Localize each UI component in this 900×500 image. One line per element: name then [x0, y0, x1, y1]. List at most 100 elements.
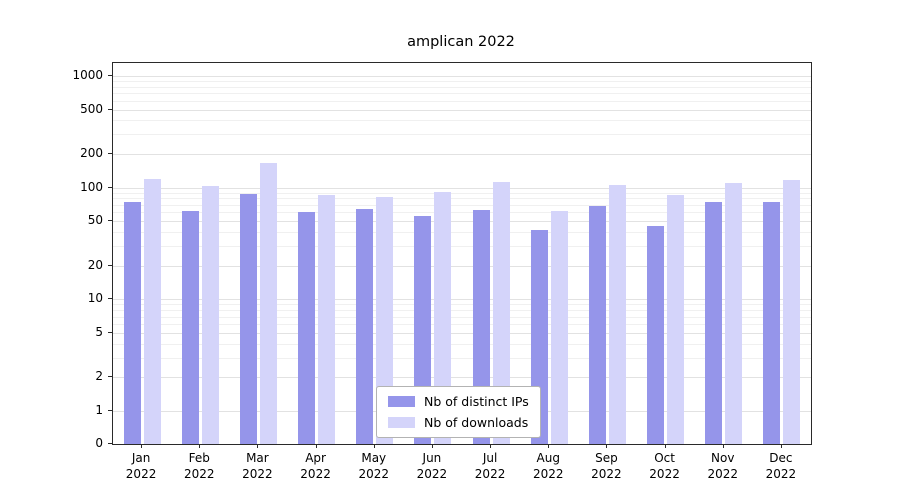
x-tick-label: Aug 2022 — [532, 451, 564, 481]
major-gridline — [113, 187, 811, 189]
bar-nb-of-distinct-ips-jul-2022 — [472, 210, 490, 444]
bar-nb-of-distinct-ips-dec-2022 — [763, 201, 781, 444]
minor-gridline — [113, 304, 811, 306]
x-tick-mark — [548, 444, 550, 448]
x-tick-mark — [373, 444, 375, 448]
x-tick-mark — [780, 444, 782, 448]
bar-nb-of-downloads-mar-2022 — [259, 163, 277, 444]
x-tick-label: Jan 2022 — [125, 451, 157, 481]
x-tick-label: Sep 2022 — [591, 451, 622, 481]
minor-gridline — [113, 192, 811, 194]
legend-label-distinct-ips: Nb of distinct IPs — [424, 394, 529, 409]
major-gridline — [113, 299, 811, 301]
x-tick-mark — [722, 444, 724, 448]
bar-nb-of-downloads-nov-2022 — [725, 183, 743, 444]
x-tick-label: Apr 2022 — [300, 451, 331, 481]
bar-nb-of-downloads-dec-2022 — [783, 180, 801, 444]
y-tick-mark — [108, 410, 112, 411]
bar-nb-of-distinct-ips-jan-2022 — [123, 201, 141, 444]
bar-nb-of-distinct-ips-mar-2022 — [239, 194, 257, 444]
y-tick-mark — [108, 376, 112, 378]
x-tick-label: Nov 2022 — [707, 451, 739, 481]
bar-nb-of-downloads-aug-2022 — [550, 210, 568, 444]
bar-nb-of-downloads-may-2022 — [376, 196, 394, 444]
legend-label-downloads: Nb of downloads — [424, 415, 529, 430]
x-tick-mark — [199, 444, 201, 448]
bar-nb-of-distinct-ips-apr-2022 — [298, 211, 316, 444]
bar-nb-of-distinct-ips-nov-2022 — [705, 201, 723, 444]
y-tick-mark — [108, 220, 112, 222]
bar-nb-of-downloads-oct-2022 — [667, 194, 685, 444]
bar-nb-of-distinct-ips-feb-2022 — [181, 210, 199, 444]
y-tick-label: 0 — [95, 436, 103, 450]
y-tick-label: 500 — [80, 101, 103, 116]
minor-gridline — [113, 120, 811, 122]
y-tick-mark — [108, 298, 112, 300]
minor-gridline — [113, 357, 811, 359]
x-tick-label: Jun 2022 — [416, 451, 448, 481]
bar-nb-of-distinct-ips-sep-2022 — [588, 206, 606, 444]
bar-nb-of-downloads-jul-2022 — [492, 181, 510, 444]
x-tick-mark — [315, 444, 317, 448]
minor-gridline — [113, 232, 811, 234]
x-tick-mark — [431, 444, 433, 448]
legend-swatch-downloads — [388, 417, 415, 428]
bar-nb-of-downloads-jun-2022 — [434, 191, 452, 444]
legend-row-distinct-ips: Nb of distinct IPs — [388, 394, 529, 409]
legend: Nb of distinct IPs Nb of downloads — [376, 386, 541, 438]
x-tick-mark — [664, 444, 666, 448]
legend-row-downloads: Nb of downloads — [388, 415, 529, 430]
major-gridline — [113, 332, 811, 334]
x-tick-label: May 2022 — [358, 451, 390, 481]
y-tick-label: 5 — [95, 324, 103, 339]
bar-nb-of-downloads-feb-2022 — [201, 186, 219, 444]
y-tick-label: 1 — [95, 403, 103, 417]
bar-nb-of-distinct-ips-oct-2022 — [647, 226, 665, 444]
major-gridline — [113, 109, 811, 111]
x-tick-mark — [490, 444, 492, 448]
major-gridline — [113, 221, 811, 223]
x-tick-label: Mar 2022 — [242, 451, 273, 481]
minor-gridline — [113, 81, 811, 83]
plot-area: Nb of distinct IPs Nb of downloads — [112, 62, 812, 445]
minor-gridline — [113, 100, 811, 102]
minor-gridline — [113, 310, 811, 312]
minor-gridline — [113, 93, 811, 95]
y-tick-label: 50 — [87, 213, 103, 228]
minor-gridline — [113, 212, 811, 214]
major-gridline — [113, 377, 811, 379]
bar-nb-of-distinct-ips-may-2022 — [356, 208, 374, 444]
bar-nb-of-downloads-jan-2022 — [143, 178, 161, 444]
y-tick-label: 20 — [87, 257, 103, 272]
x-tick-mark — [606, 444, 608, 448]
legend-swatch-distinct-ips — [388, 396, 415, 407]
y-tick-label: 100 — [80, 179, 103, 194]
x-tick-mark — [141, 444, 143, 448]
chart-title: amplican 2022 — [407, 34, 515, 50]
x-tick-label: Jul 2022 — [474, 451, 506, 481]
major-gridline — [113, 76, 811, 77]
y-tick-label: 10 — [87, 291, 103, 306]
x-tick-label: Dec 2022 — [765, 451, 797, 481]
major-gridline — [113, 154, 811, 156]
minor-gridline — [113, 134, 811, 136]
minor-gridline — [113, 343, 811, 345]
minor-gridline — [113, 316, 811, 318]
x-tick-label: Feb 2022 — [183, 451, 215, 481]
x-tick-mark — [257, 444, 259, 448]
y-tick-mark — [108, 264, 112, 266]
y-tick-mark — [108, 331, 112, 333]
y-tick-label: 200 — [80, 146, 103, 161]
major-gridline — [113, 265, 811, 267]
x-tick-label: Oct 2022 — [649, 451, 680, 481]
y-tick-mark — [108, 186, 112, 188]
y-tick-label: 1000 — [72, 68, 103, 82]
y-tick-mark — [108, 108, 112, 110]
y-tick-label: 2 — [95, 369, 103, 384]
y-tick-mark — [108, 75, 112, 76]
minor-gridline — [113, 204, 811, 206]
minor-gridline — [113, 198, 811, 200]
minor-gridline — [113, 86, 811, 88]
bar-nb-of-downloads-sep-2022 — [608, 184, 626, 444]
